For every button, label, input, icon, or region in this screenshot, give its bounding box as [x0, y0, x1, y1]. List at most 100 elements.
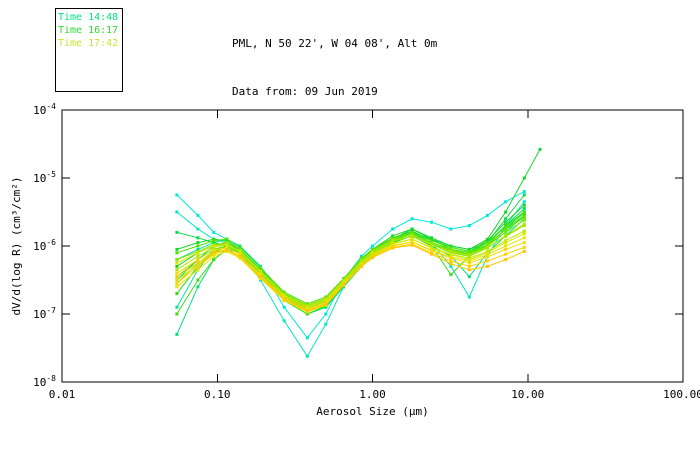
series-marker — [430, 246, 433, 250]
series-marker — [360, 254, 363, 258]
series-marker — [522, 245, 526, 249]
series-marker — [504, 210, 508, 214]
series-line — [176, 244, 525, 312]
series-marker — [225, 247, 229, 251]
data-series-01 — [175, 190, 526, 340]
series-line — [176, 219, 525, 306]
series-marker — [175, 312, 179, 316]
series-marker — [449, 259, 453, 263]
series-marker — [485, 241, 489, 245]
data-series-03 — [175, 213, 526, 316]
series-marker — [212, 254, 216, 258]
series-line — [176, 208, 525, 308]
series-marker — [196, 264, 200, 268]
series-marker — [485, 255, 489, 259]
series-marker — [196, 285, 200, 289]
series-marker — [371, 254, 374, 257]
x-axis-title: Aerosol Size (μm) — [316, 405, 429, 418]
series-marker — [305, 312, 309, 316]
series-marker — [342, 279, 345, 283]
series-marker — [238, 254, 242, 258]
series-marker — [538, 147, 542, 151]
x-tick-label: 0.01 — [49, 388, 76, 401]
series-line — [176, 233, 525, 308]
series-marker — [175, 230, 179, 234]
series-marker — [175, 292, 179, 296]
series-marker — [410, 240, 414, 244]
series-marker — [504, 239, 508, 243]
series-marker — [449, 262, 453, 266]
y-tick-label: 10-7 — [33, 306, 56, 321]
y-tick-label: 10-4 — [33, 102, 56, 117]
series-marker — [360, 264, 363, 268]
series-marker — [196, 251, 200, 255]
series-marker — [212, 230, 216, 234]
series-marker — [522, 211, 526, 215]
y-axis-title: dV/d(log R) (cm³/cm²) — [10, 176, 23, 315]
series-marker — [324, 302, 328, 306]
x-tick-label: 1.00 — [359, 388, 386, 401]
series-marker — [430, 249, 433, 253]
series-marker — [467, 268, 471, 272]
series-marker — [360, 259, 363, 263]
series-marker — [196, 247, 200, 251]
series-marker — [522, 190, 526, 194]
series-marker — [522, 215, 526, 219]
series-marker — [430, 239, 433, 243]
series-marker — [175, 271, 179, 275]
series-marker — [522, 232, 526, 236]
series-marker — [175, 261, 179, 265]
series-marker — [467, 261, 471, 265]
series-marker — [305, 309, 309, 313]
series-marker — [504, 220, 508, 224]
series-marker — [449, 256, 453, 260]
series-marker — [467, 295, 471, 299]
series-marker — [371, 244, 374, 248]
series-marker — [360, 261, 363, 265]
series-marker — [504, 200, 508, 204]
series-line — [176, 223, 525, 310]
series-marker — [175, 278, 179, 282]
series-marker — [485, 264, 489, 268]
series-line — [176, 215, 525, 315]
series-marker — [522, 241, 526, 245]
series-marker — [522, 213, 526, 217]
series-marker — [175, 193, 179, 197]
series-marker — [522, 249, 526, 253]
series-marker — [410, 234, 414, 238]
series-marker — [504, 228, 508, 232]
series-marker — [522, 203, 526, 207]
series-line — [176, 212, 525, 305]
series-marker — [212, 251, 216, 255]
series-marker — [430, 236, 433, 240]
series-marker — [504, 247, 508, 251]
series-marker — [196, 258, 200, 262]
data-series-11 — [175, 213, 526, 316]
series-marker — [175, 210, 179, 214]
series-marker — [259, 273, 262, 277]
data-series-14 — [175, 218, 526, 307]
series-marker — [504, 241, 508, 245]
x-tick-label: 0.10 — [204, 388, 231, 401]
series-marker — [196, 227, 200, 231]
series-marker — [238, 252, 242, 256]
series-marker — [175, 285, 179, 289]
data-series-22 — [175, 243, 526, 313]
series-line — [176, 211, 525, 312]
series-marker — [282, 319, 286, 323]
series-marker — [175, 332, 179, 336]
series-marker — [467, 224, 471, 228]
series-marker — [485, 239, 489, 243]
series-marker — [259, 270, 262, 274]
series-marker — [324, 322, 328, 326]
series-marker — [522, 176, 526, 180]
series-marker — [196, 254, 200, 258]
series-marker — [305, 336, 309, 340]
series-marker — [225, 237, 229, 241]
series-marker — [342, 283, 345, 287]
series-line — [176, 211, 525, 312]
series-marker — [391, 241, 395, 245]
series-marker — [212, 239, 216, 243]
series-line — [176, 241, 525, 310]
y-tick-label: 10-8 — [33, 374, 56, 389]
